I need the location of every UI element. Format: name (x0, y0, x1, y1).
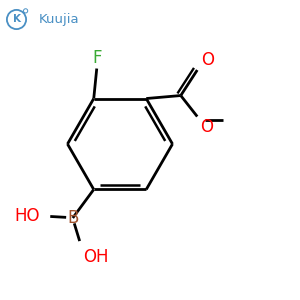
Text: Kuujia: Kuujia (39, 13, 80, 26)
Text: O: O (200, 118, 213, 136)
Text: F: F (92, 49, 101, 67)
Text: OH: OH (83, 248, 109, 266)
Text: O: O (201, 50, 214, 68)
Text: B: B (67, 209, 78, 227)
Text: K: K (13, 14, 20, 25)
Text: HO: HO (14, 208, 40, 226)
